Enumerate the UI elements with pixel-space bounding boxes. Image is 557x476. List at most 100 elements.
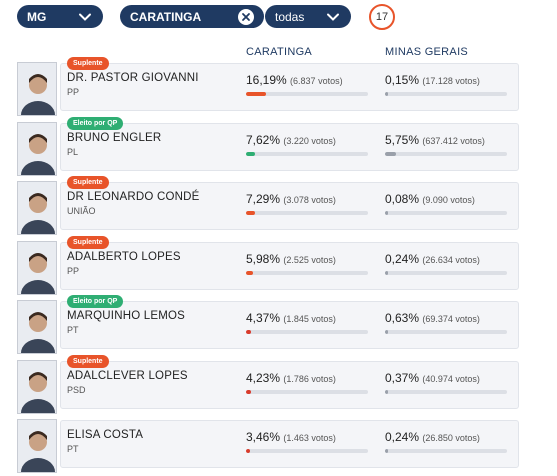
candidate-photo [17, 181, 57, 235]
state-percent: 0,63% [385, 311, 420, 325]
state-result: 5,75% (637.412 votos) [385, 133, 485, 147]
state-percent: 0,24% [385, 251, 420, 266]
column-header-state: MINAS GERAIS [385, 46, 469, 58]
candidate-row[interactable]: Suplente ADALBERTO LOPES PP 5,98% (2.525… [17, 235, 519, 297]
local-bar [246, 330, 368, 334]
state-bar-fill [385, 211, 388, 215]
option-select[interactable]: todas [265, 5, 351, 28]
status-badge: Suplente [67, 354, 109, 368]
local-votes: (6.837 votos) [290, 76, 343, 86]
candidate-name: DR. PASTOR GIOVANNI [67, 72, 199, 84]
candidate-card: Suplente ADALCLEVER LOPES PSD 4,23% (1.7… [60, 354, 519, 409]
candidate-party: PSD [67, 384, 86, 395]
state-select-value: MG [27, 9, 47, 24]
candidate-card: Suplente ADALBERTO LOPES PP 5,98% (2.525… [60, 235, 519, 290]
state-percent: 0,15% [385, 73, 420, 87]
city-select[interactable]: CARATINGA [120, 5, 264, 28]
candidate-row[interactable]: Suplente DR LEONARDO CONDÉ UNIÃO 7,29% (… [17, 176, 519, 237]
local-bar [246, 270, 368, 275]
candidate-party: UNIÃO [67, 206, 96, 216]
state-percent: 5,75% [385, 132, 420, 147]
option-select-value: todas [275, 9, 305, 24]
status-badge: Eleito por QP [67, 116, 124, 130]
candidate-name: ELISA COSTA [67, 429, 144, 441]
local-bar [246, 151, 368, 156]
candidate-photo [17, 121, 57, 176]
chevron-down-icon [327, 13, 339, 21]
candidate-name: ADALBERTO LOPES [67, 250, 181, 263]
local-result: 4,37% (1.845 votos) [246, 311, 336, 325]
local-percent: 3,46% [246, 430, 281, 444]
state-bar-fill [385, 92, 388, 96]
candidate-card: Suplente DR. PASTOR GIOVANNI PP 16,19% (… [60, 57, 519, 111]
state-bar-fill [385, 449, 388, 453]
local-percent: 7,62% [246, 132, 281, 147]
chevron-down-icon [79, 13, 91, 21]
state-votes: (637.412 votos) [422, 135, 485, 146]
local-votes: (1.463 votos) [283, 433, 336, 443]
candidate-name: ADALCLEVER LOPES [67, 369, 188, 382]
city-select-value: CARATINGA [130, 9, 202, 24]
local-votes: (3.078 votos) [283, 195, 336, 205]
candidate-card: Eleito por QP MARQUINHO LEMOS PT 4,37% (… [60, 295, 519, 349]
candidate-photo [17, 300, 57, 354]
local-bar-fill [246, 330, 252, 334]
clear-city-icon[interactable] [238, 8, 254, 25]
candidate-row[interactable]: Eleito por QP BRUNO ENGLER PL 7,62% (3.2… [17, 116, 519, 178]
candidate-card: Suplente DR LEONARDO CONDÉ UNIÃO 7,29% (… [60, 176, 519, 230]
candidate-name: DR LEONARDO CONDÉ [67, 191, 200, 203]
candidate-party: PT [67, 325, 79, 335]
local-bar [246, 449, 368, 453]
local-bar [246, 92, 368, 96]
local-result: 4,23% (1.786 votos) [246, 371, 336, 385]
local-percent: 4,37% [246, 311, 281, 325]
state-result: 0,24% (26.634 votos) [385, 252, 480, 266]
local-bar-fill [246, 211, 255, 215]
candidate-photo [17, 62, 57, 116]
local-bar-fill [246, 92, 266, 96]
state-bar [385, 389, 507, 394]
state-bar-fill [385, 389, 388, 394]
local-percent: 16,19% [246, 73, 287, 87]
state-votes: (69.374 votos) [422, 314, 480, 324]
state-result: 0,15% (17.128 votos) [385, 73, 480, 87]
candidate-row[interactable]: Eleito por QP MARQUINHO LEMOS PT 4,37% (… [17, 295, 519, 356]
local-bar-fill [246, 151, 256, 156]
state-result: 0,08% (9.090 votos) [385, 192, 475, 206]
candidate-photo [17, 359, 57, 414]
state-percent: 0,24% [385, 430, 420, 444]
candidate-party: PT [67, 444, 79, 454]
candidate-party: PP [67, 265, 80, 276]
status-badge: Suplente [67, 235, 109, 249]
state-bar [385, 330, 507, 334]
state-select[interactable]: MG [17, 5, 103, 28]
state-bar-fill [385, 151, 396, 156]
state-bar [385, 92, 507, 96]
candidate-party: PL [67, 146, 79, 157]
state-result: 0,24% (26.850 votos) [385, 430, 480, 444]
state-votes: (26.850 votos) [422, 433, 480, 443]
state-percent: 0,37% [385, 370, 420, 385]
local-result: 3,46% (1.463 votos) [246, 430, 336, 444]
local-bar [246, 211, 368, 215]
candidate-name: BRUNO ENGLER [67, 131, 162, 144]
candidate-row[interactable]: Suplente ADALCLEVER LOPES PSD 4,23% (1.7… [17, 354, 519, 416]
state-bar-fill [385, 270, 388, 275]
state-bar-fill [385, 330, 388, 334]
local-bar [246, 389, 368, 394]
results-count-badge: 17 [369, 4, 395, 30]
local-percent: 7,29% [246, 192, 281, 206]
candidate-photo [17, 419, 57, 473]
state-votes: (40.974 votos) [422, 373, 480, 384]
candidate-row[interactable]: Suplente DR. PASTOR GIOVANNI PP 16,19% (… [17, 57, 519, 118]
local-result: 7,62% (3.220 votos) [246, 133, 336, 147]
local-percent: 5,98% [246, 251, 281, 266]
local-result: 16,19% (6.837 votos) [246, 73, 343, 87]
local-votes: (2.525 votos) [283, 254, 336, 265]
state-result: 0,37% (40.974 votos) [385, 371, 480, 385]
state-votes: (26.634 votos) [422, 254, 480, 265]
candidate-row[interactable]: ELISA COSTA PT 3,46% (1.463 votos) 0,24%… [17, 419, 519, 475]
local-percent: 4,23% [246, 370, 281, 385]
local-result: 5,98% (2.525 votos) [246, 252, 336, 266]
candidate-card: ELISA COSTA PT 3,46% (1.463 votos) 0,24%… [60, 420, 519, 468]
